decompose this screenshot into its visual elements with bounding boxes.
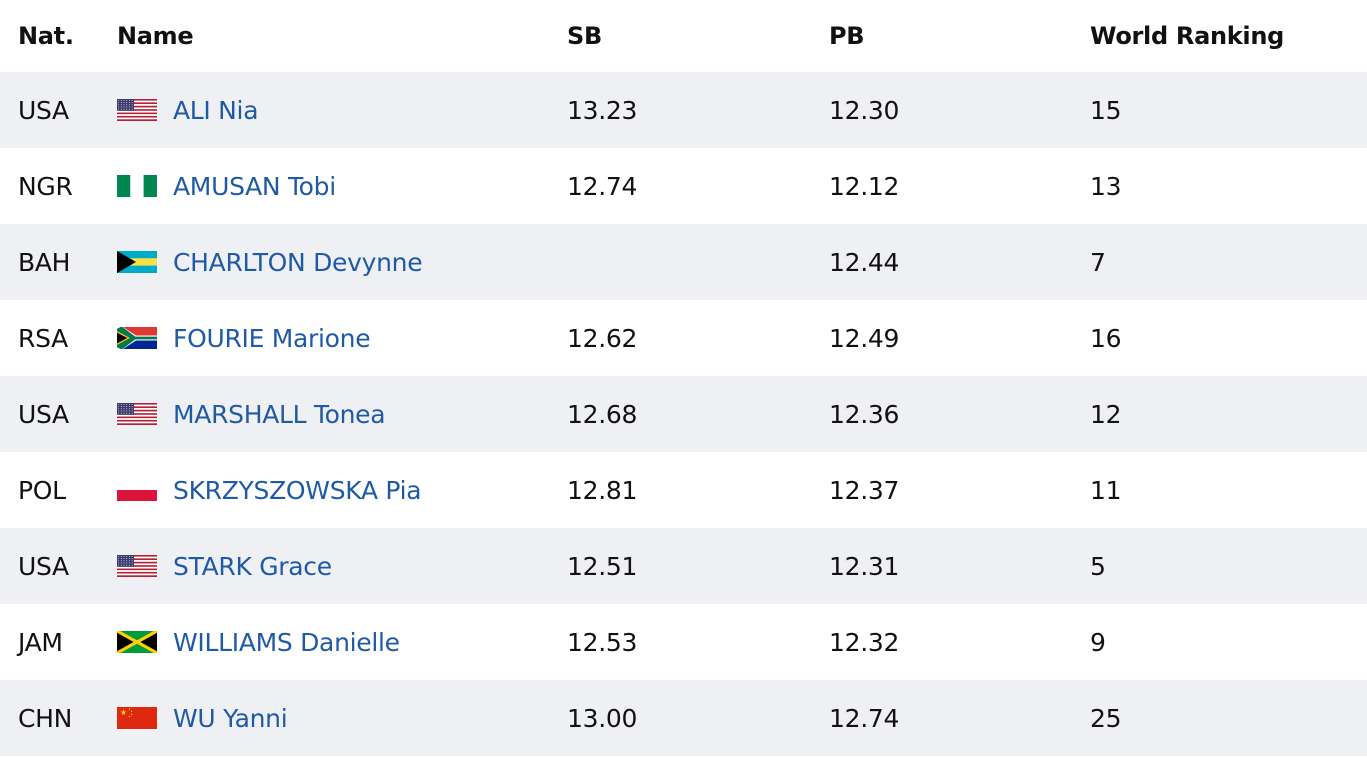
name-cell: SKRZYSZOWSKA Pia: [117, 452, 422, 528]
athlete-name-link[interactable]: FOURIE Marione: [173, 323, 371, 353]
athlete-name-link[interactable]: AMUSAN Tobi: [173, 171, 336, 201]
usa-flag-icon: [117, 403, 157, 425]
sb-cell: 12.68: [567, 399, 638, 429]
sb-cell: 12.53: [567, 627, 638, 657]
world-ranking-cell: 16: [1090, 323, 1122, 353]
athlete-name-link[interactable]: MARSHALL Tonea: [173, 399, 386, 429]
table-row: CHN WU Yanni 13.00 12.74 25: [0, 680, 1367, 756]
nat-cell: USA: [18, 95, 69, 125]
header-sb: SB: [567, 22, 602, 50]
usa-flag-icon: [117, 555, 157, 577]
athlete-name-link[interactable]: CHARLTON Devynne: [173, 247, 423, 277]
nat-cell: RSA: [18, 323, 68, 353]
world-ranking-cell: 5: [1090, 551, 1106, 581]
pb-cell: 12.31: [829, 551, 900, 581]
nat-cell: CHN: [18, 703, 73, 733]
name-cell: FOURIE Marione: [117, 300, 371, 376]
table-row: USA ALI Nia 13.23 12.30 15: [0, 72, 1367, 148]
world-ranking-cell: 9: [1090, 627, 1106, 657]
world-ranking-cell: 25: [1090, 703, 1122, 733]
name-cell: CHARLTON Devynne: [117, 224, 423, 300]
name-cell: WILLIAMS Danielle: [117, 604, 400, 680]
poland-flag-icon: [117, 479, 157, 501]
athlete-name-link[interactable]: SKRZYSZOWSKA Pia: [173, 475, 422, 505]
south-africa-flag-icon: [117, 327, 157, 349]
table-row: USA STARK Grace 12.51 12.31 5: [0, 528, 1367, 604]
nat-cell: BAH: [18, 247, 71, 277]
sb-cell: 13.00: [567, 703, 638, 733]
name-cell: WU Yanni: [117, 680, 288, 756]
sb-cell: 12.81: [567, 475, 638, 505]
pb-cell: 12.36: [829, 399, 900, 429]
jamaica-flag-icon: [117, 631, 157, 653]
nat-cell: JAM: [18, 627, 63, 657]
nat-cell: POL: [18, 475, 66, 505]
world-ranking-cell: 11: [1090, 475, 1122, 505]
athlete-name-link[interactable]: ALI Nia: [173, 95, 259, 125]
bahamas-flag-icon: [117, 251, 157, 273]
athlete-name-link[interactable]: WU Yanni: [173, 703, 288, 733]
china-flag-icon: [117, 707, 157, 729]
world-ranking-cell: 12: [1090, 399, 1122, 429]
sb-cell: 12.51: [567, 551, 638, 581]
nat-cell: USA: [18, 551, 69, 581]
table-row: JAM WILLIAMS Danielle 12.53 12.32 9: [0, 604, 1367, 680]
table-row: USA MARSHALL Tonea 12.68 12.36 12: [0, 376, 1367, 452]
world-ranking-cell: 13: [1090, 171, 1122, 201]
table-row: POL SKRZYSZOWSKA Pia 12.81 12.37 11: [0, 452, 1367, 528]
world-ranking-cell: 7: [1090, 247, 1106, 277]
athlete-name-link[interactable]: STARK Grace: [173, 551, 332, 581]
name-cell: AMUSAN Tobi: [117, 148, 336, 224]
pb-cell: 12.49: [829, 323, 900, 353]
name-cell: MARSHALL Tonea: [117, 376, 386, 452]
nigeria-flag-icon: [117, 175, 157, 197]
pb-cell: 12.32: [829, 627, 900, 657]
table-row: BAH CHARLTON Devynne 12.44 7: [0, 224, 1367, 300]
table-row: NGR AMUSAN Tobi 12.74 12.12 13: [0, 148, 1367, 224]
table-row: RSA FOURIE Marione 12.62 12.49 16: [0, 300, 1367, 376]
header-world-ranking: World Ranking: [1090, 22, 1285, 50]
pb-cell: 12.74: [829, 703, 900, 733]
pb-cell: 12.44: [829, 247, 900, 277]
name-cell: ALI Nia: [117, 72, 259, 148]
name-cell: STARK Grace: [117, 528, 332, 604]
sb-cell: 12.74: [567, 171, 638, 201]
usa-flag-icon: [117, 99, 157, 121]
header-nat: Nat.: [18, 22, 74, 50]
header-name: Name: [117, 22, 194, 50]
athlete-name-link[interactable]: WILLIAMS Danielle: [173, 627, 400, 657]
sb-cell: 12.62: [567, 323, 638, 353]
sb-cell: 13.23: [567, 95, 638, 125]
pb-cell: 12.30: [829, 95, 900, 125]
world-ranking-cell: 15: [1090, 95, 1122, 125]
pb-cell: 12.12: [829, 171, 900, 201]
pb-cell: 12.37: [829, 475, 900, 505]
nat-cell: USA: [18, 399, 69, 429]
table-header: Nat. Name SB PB World Ranking: [0, 0, 1367, 72]
header-pb: PB: [829, 22, 865, 50]
nat-cell: NGR: [18, 171, 73, 201]
